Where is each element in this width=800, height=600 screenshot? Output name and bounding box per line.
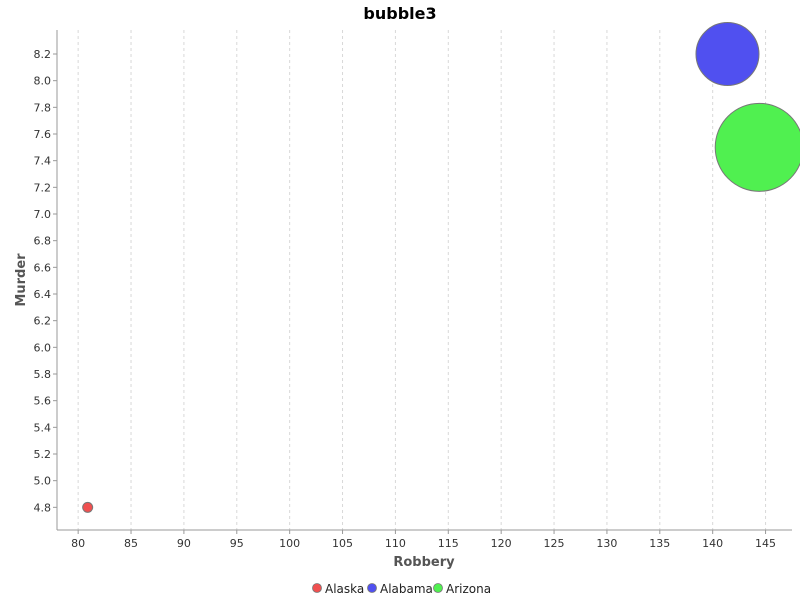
x-tick-label: 125 bbox=[544, 537, 565, 550]
y-tick-label: 5.4 bbox=[34, 421, 52, 434]
y-axis-label: Murder bbox=[14, 253, 29, 307]
y-tick-label: 6.8 bbox=[34, 235, 52, 248]
y-tick-label: 6.2 bbox=[34, 315, 52, 328]
x-tick-label: 120 bbox=[491, 537, 512, 550]
x-tick-label: 115 bbox=[438, 537, 459, 550]
x-tick-label: 105 bbox=[332, 537, 353, 550]
y-tick-label: 8.0 bbox=[34, 75, 52, 88]
y-tick-label: 5.0 bbox=[34, 475, 52, 488]
grid-layer bbox=[77, 30, 767, 530]
x-axis-label: Robbery bbox=[393, 555, 455, 570]
y-tick-label: 7.0 bbox=[34, 208, 52, 221]
bubble-layer bbox=[82, 22, 800, 513]
bubble-alabama bbox=[695, 22, 760, 86]
x-tick-label: 130 bbox=[596, 537, 617, 550]
y-tick-label: 6.4 bbox=[34, 288, 52, 301]
legend-swatch-arizona bbox=[433, 583, 443, 593]
x-tick-label: 110 bbox=[385, 537, 406, 550]
x-tick-label: 145 bbox=[755, 537, 776, 550]
bubble-alaska bbox=[82, 501, 94, 513]
x-tick-label: 135 bbox=[649, 537, 670, 550]
y-tick-label: 6.6 bbox=[34, 261, 52, 274]
y-tick-layer: 4.8 5.0 5.2 5.4 5.6 5.8 6.0 6.2 6.4 6.6 6.8 7.0 7.2 7… bbox=[34, 48, 57, 514]
chart-title: bubble3 bbox=[363, 4, 436, 23]
x-tick-label: 80 bbox=[71, 537, 85, 550]
legend-label-alaska: Alaska bbox=[325, 582, 364, 596]
legend-swatch-alabama bbox=[367, 583, 377, 593]
y-tick-label: 7.6 bbox=[34, 128, 52, 141]
x-tick-label: 90 bbox=[177, 537, 191, 550]
legend-label-alabama: Alabama bbox=[380, 582, 433, 596]
bubble-arizona bbox=[714, 102, 800, 192]
y-tick-label: 6.0 bbox=[34, 341, 52, 354]
y-tick-label: 7.2 bbox=[34, 181, 52, 194]
y-tick-label: 5.2 bbox=[34, 448, 52, 461]
y-tick-label: 7.4 bbox=[34, 155, 52, 168]
legend-label-arizona: Arizona bbox=[446, 582, 491, 596]
y-tick-label: 7.8 bbox=[34, 101, 52, 114]
y-tick-label: 8.2 bbox=[34, 48, 52, 61]
legend: Alaska Alabama Arizona bbox=[312, 582, 491, 596]
x-tick-label: 85 bbox=[124, 537, 138, 550]
x-tick-label: 95 bbox=[230, 537, 244, 550]
y-tick-label: 5.6 bbox=[34, 395, 52, 408]
y-tick-label: 5.8 bbox=[34, 368, 52, 381]
x-tick-layer: 80 85 90 95 100 105 110 115 120 125 130 135 140 145 bbox=[71, 530, 776, 550]
legend-swatch-alaska bbox=[312, 583, 322, 593]
x-tick-label: 140 bbox=[702, 537, 723, 550]
y-tick-label: 4.8 bbox=[34, 501, 52, 514]
x-tick-label: 100 bbox=[279, 537, 300, 550]
